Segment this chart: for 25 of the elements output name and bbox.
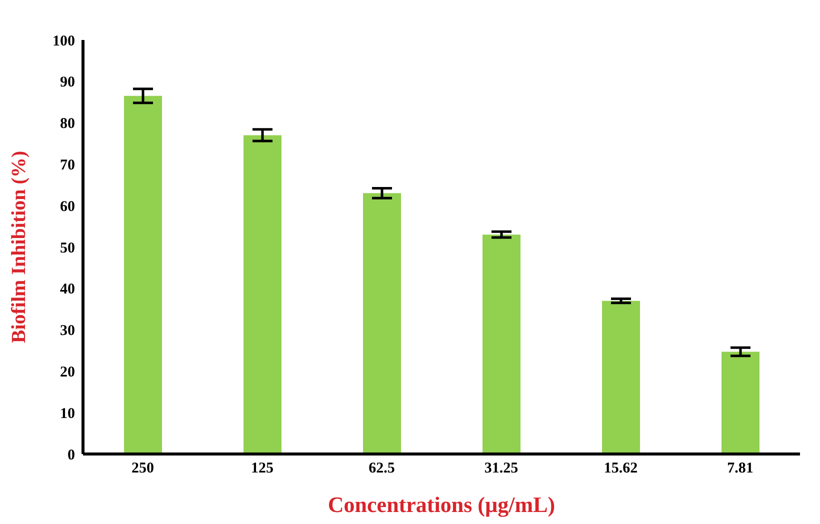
bar	[722, 352, 760, 454]
y-tick-label: 30	[60, 323, 75, 340]
x-tick-label: 7.81	[727, 460, 754, 477]
x-tick-label: 15.62	[604, 460, 638, 477]
y-tick-label: 100	[52, 33, 75, 50]
y-axis-title: Biofilm Inhibition (%)	[8, 150, 30, 344]
bar	[482, 234, 520, 454]
bar	[124, 96, 162, 454]
x-tick-label: 250	[132, 460, 154, 477]
y-tick-label: 40	[60, 282, 75, 298]
x-tick-label: 31.25	[484, 460, 518, 477]
y-tick-label: 50	[60, 240, 75, 256]
y-tick-label: 90	[60, 74, 75, 91]
bar	[602, 300, 640, 454]
y-tick-label: 20	[60, 364, 75, 381]
bar	[244, 135, 282, 454]
x-tick-label: 62.5	[368, 460, 395, 477]
y-tick-label: 70	[60, 158, 75, 174]
x-tick-label: 125	[251, 460, 274, 477]
y-tick-label: 10	[60, 406, 75, 422]
y-tick-label: 0	[68, 447, 75, 464]
y-tick-label: 60	[60, 198, 75, 215]
bar	[363, 193, 401, 454]
x-axis-title: Concentrations (µg/mL)	[328, 492, 556, 517]
y-tick-label: 80	[60, 116, 75, 132]
